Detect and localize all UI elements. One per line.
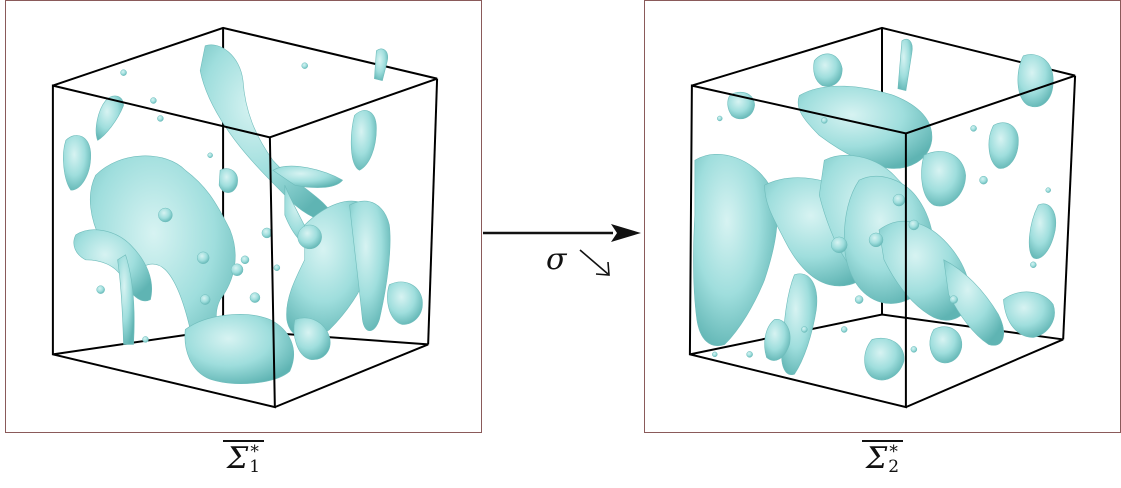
sigma-arrow — [483, 224, 641, 242]
right-caption: Σ * 2 — [644, 440, 1121, 477]
right-cube-render — [688, 26, 1077, 409]
left-caption-symbol: Σ — [226, 441, 249, 476]
right-isosurface-droplets — [712, 115, 1051, 358]
right-caption-sub: 2 — [888, 457, 900, 477]
left-caption-formula: Σ * 1 — [222, 440, 265, 477]
left-caption-sup: * — [250, 441, 259, 462]
right-isosurface-blobs — [693, 39, 1057, 381]
left-cube-render — [51, 26, 439, 409]
diagonal-arrow-icon — [579, 249, 610, 276]
left-isosurface-blobs — [63, 44, 423, 384]
left-caption: Σ * 1 — [5, 440, 482, 477]
right-cube-front-edges — [688, 74, 1077, 409]
right-caption-formula: Σ * 2 — [861, 440, 904, 477]
sigma-label: σ — [546, 242, 567, 277]
left-cube-front-edges — [51, 77, 439, 409]
left-isosurface-droplets — [96, 62, 322, 343]
right-caption-sup: * — [889, 441, 898, 462]
right-panel-isosurface — [644, 0, 1121, 433]
left-panel-isosurface — [5, 0, 482, 433]
left-caption-sub: 1 — [249, 457, 261, 477]
right-caption-symbol: Σ — [865, 441, 888, 476]
